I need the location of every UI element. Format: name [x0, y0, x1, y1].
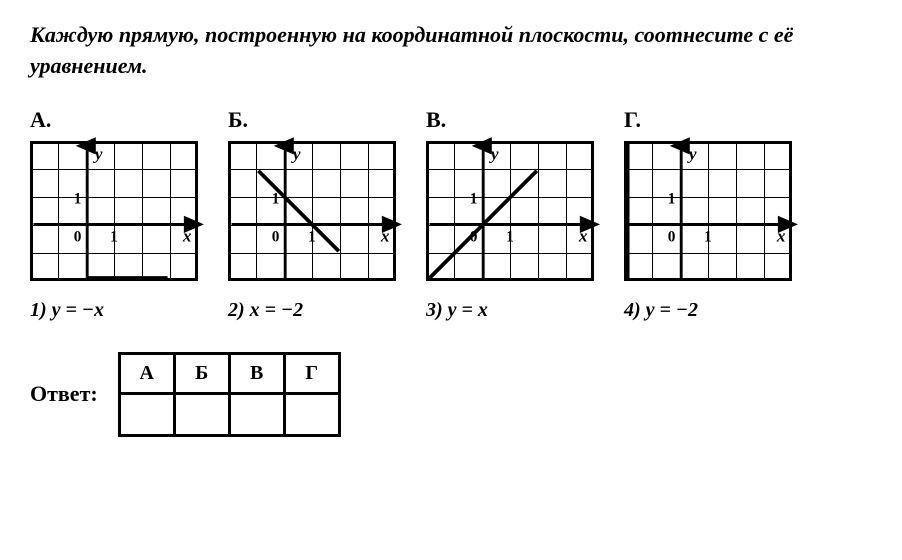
coordinate-grid: y x 1 0 1: [426, 141, 594, 281]
svg-text:1: 1: [704, 228, 712, 245]
equation-option: 3) y = x: [426, 299, 594, 322]
graph-label: Г.: [624, 107, 792, 133]
answer-cell[interactable]: [119, 393, 174, 435]
svg-text:0: 0: [74, 228, 82, 245]
graph-block: В. y x 1 0 1: [426, 107, 594, 281]
problem-statement: Каждую прямую, построенную на координатн…: [30, 20, 872, 82]
svg-text:1: 1: [74, 190, 82, 207]
equations-row: 1) y = −x 2) x = −2 3) y = x 4) y = −2: [30, 299, 872, 322]
svg-text:y: y: [687, 144, 697, 163]
svg-text:y: y: [291, 144, 301, 163]
answer-header-cell: Г: [284, 353, 339, 393]
graph-block: Г. y x 1 0 1: [624, 107, 792, 281]
answer-section: Ответ: АБВГ: [30, 352, 872, 437]
svg-text:x: x: [182, 226, 192, 245]
answer-header-cell: Б: [174, 353, 229, 393]
answer-cell[interactable]: [284, 393, 339, 435]
answer-cell[interactable]: [229, 393, 284, 435]
svg-text:1: 1: [470, 190, 478, 207]
equation-option: 4) y = −2: [624, 299, 792, 322]
answer-table: АБВГ: [118, 352, 341, 437]
coordinate-grid: y x 1 0 1: [624, 141, 792, 281]
answer-header-row: АБВГ: [119, 353, 339, 393]
equation-option: 1) y = −x: [30, 299, 198, 322]
svg-text:y: y: [93, 144, 103, 163]
graph-label: А.: [30, 107, 198, 133]
svg-text:x: x: [578, 226, 588, 245]
svg-text:1: 1: [110, 228, 118, 245]
coordinate-grid: y x 1 0 1: [228, 141, 396, 281]
svg-text:1: 1: [506, 228, 514, 245]
graph-block: Б. y x 1 0 1: [228, 107, 396, 281]
graph-label: Б.: [228, 107, 396, 133]
graph-block: А. y x 1 0 1: [30, 107, 198, 281]
svg-text:1: 1: [668, 190, 676, 207]
coordinate-grid: y x 1 0 1: [30, 141, 198, 281]
graph-label: В.: [426, 107, 594, 133]
answer-label: Ответ:: [30, 381, 98, 407]
equation-option: 2) x = −2: [228, 299, 396, 322]
svg-text:0: 0: [470, 228, 478, 245]
svg-text:0: 0: [668, 228, 676, 245]
svg-text:y: y: [489, 144, 499, 163]
graphs-row: А. y x 1 0 1 Б.: [30, 107, 872, 281]
answer-cell[interactable]: [174, 393, 229, 435]
svg-text:x: x: [380, 226, 390, 245]
svg-text:x: x: [776, 226, 786, 245]
answer-header-cell: А: [119, 353, 174, 393]
answer-header-cell: В: [229, 353, 284, 393]
answer-input-row[interactable]: [119, 393, 339, 435]
svg-text:0: 0: [272, 228, 280, 245]
svg-text:1: 1: [308, 228, 316, 245]
svg-text:1: 1: [272, 190, 280, 207]
